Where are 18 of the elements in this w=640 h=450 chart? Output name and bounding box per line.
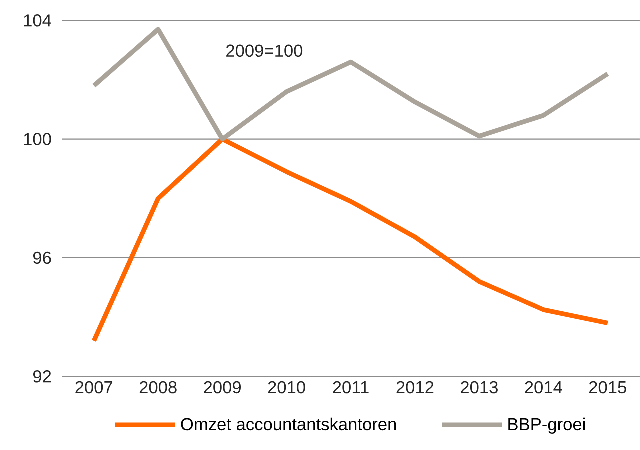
y-tick-label: 96 xyxy=(34,252,52,264)
x-tick-label: 2011 xyxy=(333,381,369,394)
annotation: 2009=100 xyxy=(226,44,303,58)
x-tick-label: 2015 xyxy=(589,381,626,394)
x-tick-label: 2014 xyxy=(525,381,562,394)
x-tick-label: 2008 xyxy=(140,381,177,394)
x-tick-label: 2013 xyxy=(461,381,498,394)
y-tick-label: 92 xyxy=(34,370,52,383)
y-tick-label: 100 xyxy=(24,133,52,146)
x-tick-label: 2007 xyxy=(76,381,113,394)
x-tick-label: 2009 xyxy=(204,381,242,394)
x-tick-label: 2012 xyxy=(396,381,434,394)
legend-label: BBP-groei xyxy=(508,418,586,434)
x-tick-label: 2010 xyxy=(268,381,306,394)
legend-label: Omzet accountantskantoren xyxy=(181,418,396,431)
line-series xyxy=(92,136,610,344)
line-series xyxy=(92,27,610,142)
y-tick-label: 104 xyxy=(24,14,52,27)
